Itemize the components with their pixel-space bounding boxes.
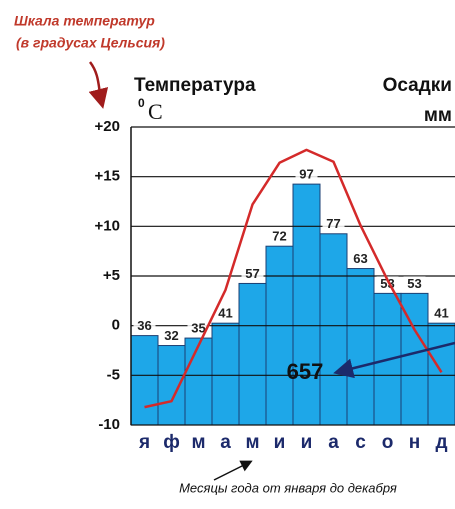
x-tick-label: а <box>220 432 231 453</box>
bar <box>427 322 455 426</box>
arrow <box>213 460 253 481</box>
value-label-bg <box>295 167 318 184</box>
x-tick-label: с <box>355 432 366 453</box>
y-tick-label: +10 <box>95 217 120 234</box>
value-label-bg <box>268 229 291 246</box>
value-label-bg <box>214 306 237 323</box>
bar <box>346 268 375 426</box>
arrow <box>333 341 455 379</box>
value-label-bg <box>349 251 372 268</box>
y-tick-label: 0 <box>112 317 120 334</box>
value-label-bg <box>403 276 426 293</box>
x-tick-label: н <box>409 432 420 453</box>
bar <box>130 335 159 426</box>
bar <box>157 345 186 426</box>
x-tick-label: м <box>191 432 205 453</box>
value-label: 41 <box>218 306 232 321</box>
x-tick-label: и <box>301 432 313 453</box>
value-label: 32 <box>164 328 178 343</box>
axis-unit: 0 <box>138 96 145 110</box>
axis-unit: мм <box>424 105 452 126</box>
value-label: 53 <box>407 276 421 291</box>
axis-title: Осадки <box>383 75 452 96</box>
y-tick-label: -5 <box>107 366 120 383</box>
x-tick-label: а <box>328 432 339 453</box>
bar <box>292 183 321 426</box>
x-tick-label: м <box>245 432 259 453</box>
x-tick-label: я <box>138 432 150 453</box>
axis-title: Температура <box>134 75 256 96</box>
y-tick-label: +15 <box>95 168 120 185</box>
bar <box>211 322 240 426</box>
x-tick-label: и <box>274 432 286 453</box>
value-label: 63 <box>353 251 367 266</box>
value-label: 41 <box>434 306 448 321</box>
temperature-line <box>144 148 443 409</box>
y-tick-label: -10 <box>98 416 120 433</box>
x-tick-label: ф <box>163 432 180 453</box>
x-tick-label: д <box>435 432 447 453</box>
annotation: Шкала температур <box>14 13 155 29</box>
y-tick-label: +5 <box>103 267 120 284</box>
value-label: 36 <box>137 318 151 333</box>
value-label-bg <box>241 266 264 283</box>
bar <box>184 337 213 426</box>
bar <box>319 233 348 426</box>
value-label-bg <box>430 306 453 323</box>
value-label: 35 <box>191 321 205 336</box>
y-tick-label: +20 <box>95 118 120 135</box>
annotation: (в градусах Цельсия) <box>16 35 165 51</box>
x-axis-label: Месяцы года от января до декабря <box>179 480 397 495</box>
bar <box>238 282 267 426</box>
value-label-bg <box>322 216 345 233</box>
bar <box>265 245 294 426</box>
value-label: 57 <box>245 266 259 281</box>
value-label: 72 <box>272 229 286 244</box>
value-label: 97 <box>299 167 313 182</box>
value-label-bg <box>160 328 183 345</box>
value-label: 77 <box>326 216 340 231</box>
total-label: 657 <box>287 359 324 384</box>
axis-unit: C <box>148 99 163 124</box>
x-tick-label: о <box>382 432 394 453</box>
value-label-bg <box>133 318 156 335</box>
arrow <box>88 61 109 109</box>
